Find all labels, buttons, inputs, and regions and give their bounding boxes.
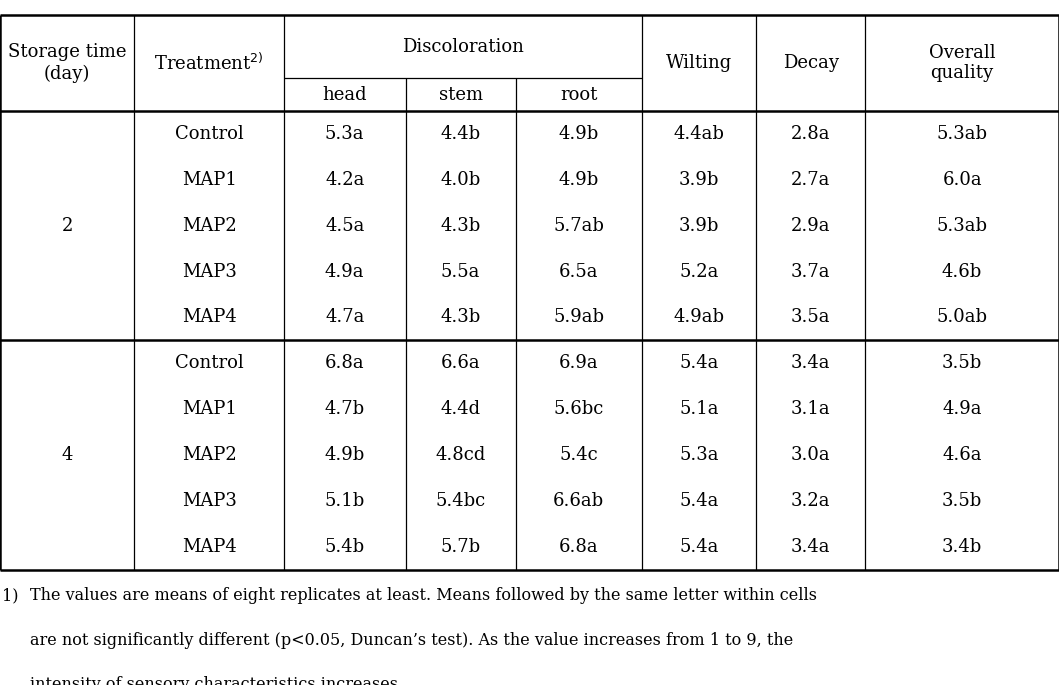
Text: head: head: [322, 86, 367, 103]
Text: The values are means of eight replicates at least. Means followed by the same le: The values are means of eight replicates…: [30, 587, 816, 604]
Text: 5.4b: 5.4b: [325, 538, 364, 556]
Text: 4.9ab: 4.9ab: [674, 308, 724, 327]
Text: MAP2: MAP2: [182, 216, 236, 235]
Text: 4.8cd: 4.8cd: [435, 446, 486, 464]
Text: 4.5a: 4.5a: [325, 216, 364, 235]
Text: 4.6a: 4.6a: [943, 446, 982, 464]
Text: 3.9b: 3.9b: [679, 216, 719, 235]
Text: 4.9b: 4.9b: [558, 125, 599, 143]
Text: 5.9ab: 5.9ab: [553, 308, 605, 327]
Text: 3.4a: 3.4a: [791, 538, 830, 556]
Text: 5.1b: 5.1b: [324, 492, 365, 510]
Text: 4.4ab: 4.4ab: [674, 125, 724, 143]
Text: 5.3ab: 5.3ab: [936, 216, 988, 235]
Text: MAP4: MAP4: [182, 538, 236, 556]
Text: 3.2a: 3.2a: [791, 492, 830, 510]
Text: 4: 4: [61, 446, 73, 464]
Text: Wilting: Wilting: [666, 54, 732, 72]
Text: 2.9a: 2.9a: [791, 216, 830, 235]
Text: MAP4: MAP4: [182, 308, 236, 327]
Text: Decay: Decay: [783, 54, 839, 72]
Text: 3.7a: 3.7a: [791, 262, 830, 281]
Text: 6.6a: 6.6a: [441, 354, 481, 373]
Text: 5.2a: 5.2a: [679, 262, 719, 281]
Text: 5.5a: 5.5a: [441, 262, 481, 281]
Text: 5.3a: 5.3a: [325, 125, 364, 143]
Text: 2.8a: 2.8a: [791, 125, 830, 143]
Text: Overall
quality: Overall quality: [929, 44, 995, 82]
Text: 4.3b: 4.3b: [441, 216, 481, 235]
Text: 4.0b: 4.0b: [441, 171, 481, 189]
Text: 2: 2: [61, 216, 73, 235]
Text: 5.1a: 5.1a: [679, 400, 719, 419]
Text: 4.9b: 4.9b: [558, 171, 599, 189]
Text: 5.7ab: 5.7ab: [553, 216, 605, 235]
Text: 3.1a: 3.1a: [791, 400, 830, 419]
Text: 3.5a: 3.5a: [791, 308, 830, 327]
Text: 6.9a: 6.9a: [559, 354, 598, 373]
Text: Control: Control: [175, 125, 244, 143]
Text: 4.3b: 4.3b: [441, 308, 481, 327]
Text: MAP1: MAP1: [182, 171, 236, 189]
Text: 6.8a: 6.8a: [559, 538, 598, 556]
Text: 5.7b: 5.7b: [441, 538, 481, 556]
Text: 4.7a: 4.7a: [325, 308, 364, 327]
Text: 5.4a: 5.4a: [679, 538, 719, 556]
Text: 3.4a: 3.4a: [791, 354, 830, 373]
Text: 6.5a: 6.5a: [559, 262, 598, 281]
Text: 5.4a: 5.4a: [679, 354, 719, 373]
Text: intensity of sensory characteristics increases.: intensity of sensory characteristics inc…: [30, 676, 402, 685]
Text: Control: Control: [175, 354, 244, 373]
Text: 4.7b: 4.7b: [325, 400, 364, 419]
Text: 5.0ab: 5.0ab: [936, 308, 988, 327]
Text: 5.6bc: 5.6bc: [554, 400, 604, 419]
Text: 5.3a: 5.3a: [679, 446, 719, 464]
Text: 3.0a: 3.0a: [791, 446, 830, 464]
Text: 4.2a: 4.2a: [325, 171, 364, 189]
Text: Storage time
(day): Storage time (day): [8, 43, 126, 83]
Text: 4.9b: 4.9b: [324, 446, 365, 464]
Text: 6.8a: 6.8a: [325, 354, 364, 373]
Text: Treatment$^{2)}$: Treatment$^{2)}$: [155, 53, 264, 73]
Text: 3.5b: 3.5b: [941, 492, 983, 510]
Text: 1): 1): [2, 587, 19, 604]
Text: MAP3: MAP3: [182, 262, 236, 281]
Text: 4.9a: 4.9a: [943, 400, 982, 419]
Text: 4.9a: 4.9a: [325, 262, 364, 281]
Text: are not significantly different (p<0.05, Duncan’s test). As the value increases : are not significantly different (p<0.05,…: [30, 632, 793, 649]
Text: 5.3ab: 5.3ab: [936, 125, 988, 143]
Text: 4.4d: 4.4d: [441, 400, 481, 419]
Text: MAP3: MAP3: [182, 492, 236, 510]
Text: 3.5b: 3.5b: [941, 354, 983, 373]
Text: 4.6b: 4.6b: [941, 262, 983, 281]
Text: 5.4c: 5.4c: [559, 446, 598, 464]
Text: 4.4b: 4.4b: [441, 125, 481, 143]
Text: 2.7a: 2.7a: [791, 171, 830, 189]
Text: stem: stem: [438, 86, 483, 103]
Text: MAP1: MAP1: [182, 400, 236, 419]
Text: 3.9b: 3.9b: [679, 171, 719, 189]
Text: 5.4a: 5.4a: [679, 492, 719, 510]
Text: 6.6ab: 6.6ab: [553, 492, 605, 510]
Text: 3.4b: 3.4b: [941, 538, 983, 556]
Text: 6.0a: 6.0a: [943, 171, 982, 189]
Text: root: root: [560, 86, 597, 103]
Text: MAP2: MAP2: [182, 446, 236, 464]
Text: Discoloration: Discoloration: [401, 38, 524, 55]
Text: 5.4bc: 5.4bc: [435, 492, 486, 510]
